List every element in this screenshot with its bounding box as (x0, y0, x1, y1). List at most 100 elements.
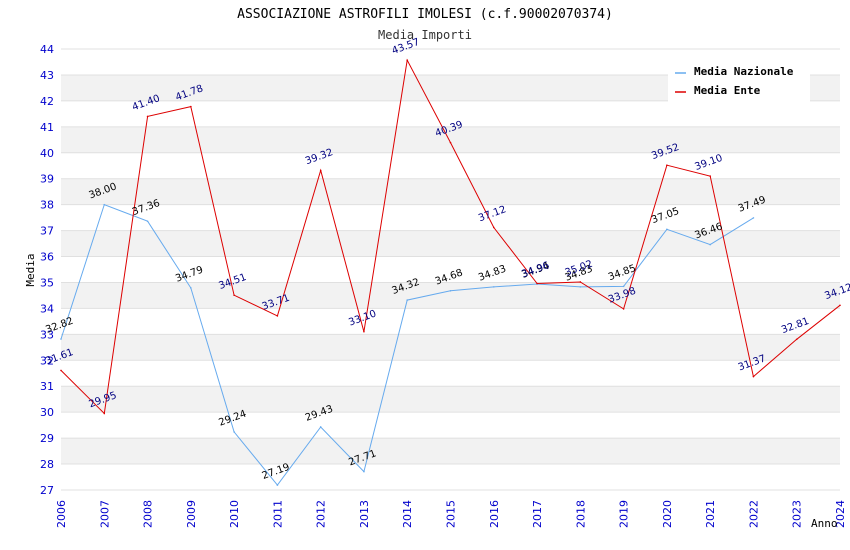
y-tick-label: 44 (40, 43, 54, 56)
x-tick-label: 2007 (98, 500, 111, 528)
x-tick-label: 2017 (531, 500, 544, 528)
legend-box (668, 60, 810, 102)
data-point-media-ente (579, 281, 582, 283)
chart-title: ASSOCIAZIONE ASTROFILI IMOLESI (c.f.9000… (237, 7, 613, 22)
y-tick-label: 40 (40, 147, 54, 160)
x-axis-label: Anno (811, 517, 838, 530)
data-point-media-nazionale (406, 299, 409, 301)
x-tick-label: 2019 (618, 500, 631, 528)
y-tick-label: 43 (40, 69, 54, 82)
series-lines (60, 58, 841, 486)
data-point-media-ente (795, 338, 798, 341)
y-tick-label: 38 (40, 199, 54, 212)
grid-lines (61, 48, 840, 491)
y-tick-label: 31 (40, 380, 54, 393)
data-point-media-nazionale (622, 285, 625, 288)
chart-subtitle: Media Importi (378, 28, 472, 42)
x-tick-label: 2018 (574, 500, 587, 528)
legend-label-media-nazionale: Media Nazionale (694, 65, 794, 78)
data-point-media-ente (276, 315, 279, 317)
data-point-media-ente (449, 141, 452, 144)
data-point-media-nazionale (319, 426, 322, 428)
x-tick-label: 2011 (271, 500, 284, 528)
data-point-media-nazionale (666, 228, 668, 231)
data-point-media-ente (666, 164, 668, 167)
data-point-media-ente (709, 175, 711, 177)
data-point-media-ente (60, 369, 62, 372)
x-tick-label: 2014 (401, 500, 414, 528)
y-tick-label: 30 (40, 406, 54, 419)
y-tick-label: 42 (40, 95, 54, 108)
data-point-media-ente (103, 412, 106, 415)
y-tick-label: 37 (40, 225, 54, 238)
grid-bands (61, 74, 840, 465)
y-axis-label: Media (24, 253, 37, 286)
data-label-media-nazionale: 34.85 (607, 263, 638, 283)
data-point-media-ente (752, 375, 755, 378)
data-point-media-nazionale (60, 338, 62, 340)
data-labels: 32.8238.0037.3634.7929.2427.1929.4327.71… (44, 37, 850, 482)
data-point-media-ente (233, 294, 235, 296)
x-tick-label: 2022 (747, 500, 760, 528)
x-tick-label: 2021 (704, 500, 717, 528)
x-tick-label: 2013 (358, 500, 371, 528)
legend-label-media-ente: Media Ente (694, 84, 761, 97)
x-tick-label: 2010 (228, 500, 241, 528)
data-label-media-nazionale: 37.05 (650, 206, 681, 226)
x-tick-label: 2020 (661, 500, 674, 528)
data-label-media-ente: 39.10 (693, 153, 724, 173)
data-point-media-ente (622, 308, 625, 310)
y-tick-label: 27 (40, 484, 54, 497)
data-point-media-ente (536, 282, 538, 285)
data-label-media-ente: 32.81 (780, 316, 811, 336)
y-axis-ticks: 27 28 29 30 31 32 33 34 35 36 37 38 39 40 41 42 43 44 (40, 43, 54, 497)
data-point-media-ente (190, 105, 192, 108)
data-label-media-nazionale: 27.19 (261, 462, 292, 482)
data-point-media-nazionale (579, 286, 582, 288)
y-tick-label: 34 (40, 302, 54, 315)
data-point-media-nazionale (709, 243, 711, 246)
x-tick-label: 2006 (55, 500, 68, 528)
data-point-media-ente (492, 226, 495, 229)
data-label-media-ente: 37.12 (477, 204, 508, 224)
x-tick-label: 2024 (834, 500, 847, 528)
data-point-media-nazionale (233, 431, 235, 433)
x-tick-label: 2008 (142, 500, 155, 528)
grid-band (61, 178, 840, 205)
data-label-media-ente: 34.96 (520, 260, 551, 280)
data-point-media-nazionale (752, 217, 755, 219)
grid-band (61, 334, 840, 361)
x-tick-label: 2023 (791, 500, 804, 528)
data-point-media-nazionale (276, 484, 279, 486)
y-tick-label: 36 (40, 251, 54, 264)
data-point-media-nazionale (363, 470, 365, 473)
grid-band (61, 126, 840, 153)
y-tick-label: 29 (40, 432, 54, 445)
y-tick-label: 39 (40, 173, 54, 186)
data-point-media-ente (363, 330, 365, 333)
y-tick-label: 33 (40, 328, 54, 341)
grid-band (61, 438, 840, 465)
data-point-media-ente (319, 169, 322, 172)
data-label-media-ente: 31.61 (44, 347, 75, 367)
data-point-media-nazionale (146, 220, 149, 223)
y-tick-label: 35 (40, 276, 54, 289)
data-point-media-nazionale (103, 203, 106, 206)
data-point-media-nazionale (492, 286, 495, 288)
y-tick-label: 32 (40, 354, 54, 367)
data-point-media-ente (406, 59, 409, 61)
data-label-media-nazionale: 34.79 (174, 265, 205, 285)
data-point-media-nazionale (190, 287, 192, 289)
x-tick-label: 2009 (185, 500, 198, 528)
y-tick-label: 41 (40, 121, 54, 134)
x-tick-label: 2015 (445, 500, 458, 528)
y-tick-label: 28 (40, 458, 54, 471)
data-label-media-nazionale: 34.83 (477, 264, 508, 284)
data-point-media-ente (146, 115, 149, 118)
grid-band (61, 282, 840, 309)
x-tick-label: 2012 (315, 500, 328, 528)
x-axis-ticks: 2006 2007 2008 2009 2010 2011 2012 2013 2014 2015… (55, 500, 847, 528)
data-label-media-nazionale: 32.82 (44, 316, 75, 336)
data-point-media-nazionale (449, 289, 452, 292)
